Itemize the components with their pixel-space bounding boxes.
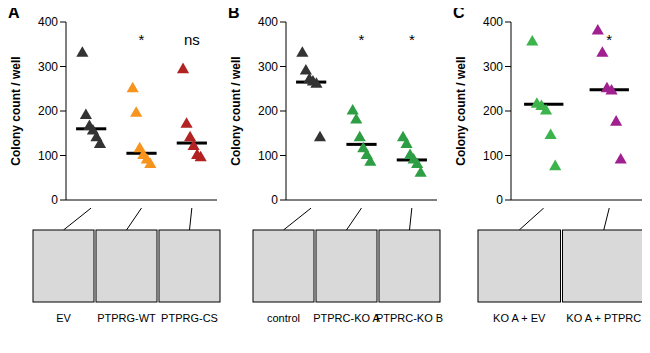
svg-text:300: 300: [258, 60, 278, 74]
svg-text:EV: EV: [56, 312, 71, 324]
svg-text:100: 100: [258, 149, 278, 163]
svg-text:100: 100: [483, 149, 503, 163]
svg-text:KO A + EV: KO A + EV: [493, 312, 546, 324]
svg-text:*: *: [359, 31, 365, 48]
svg-text:KO A + PTPRC: KO A + PTPRC: [566, 312, 641, 324]
html-text:C: C: [453, 4, 465, 21]
svg-text:100: 100: [38, 149, 58, 163]
svg-text:*: *: [606, 31, 612, 48]
html-text:B: B: [228, 4, 240, 21]
svg-text:400: 400: [483, 15, 503, 29]
svg-text:*: *: [409, 31, 415, 48]
svg-text:PTPRC-KO A: PTPRC-KO A: [313, 312, 380, 324]
svg-text:Colony count / well: Colony count / well: [9, 56, 23, 165]
html-text:A: A: [8, 4, 20, 21]
svg-text:200: 200: [38, 104, 58, 118]
svg-text:400: 400: [258, 15, 278, 29]
svg-text:200: 200: [483, 104, 503, 118]
svg-text:control: control: [267, 312, 300, 324]
svg-text:PTPRC-KO B: PTPRC-KO B: [376, 312, 443, 324]
svg-text:Colony count / well: Colony count / well: [229, 56, 243, 165]
svg-text:PTPRG-WT: PTPRG-WT: [97, 312, 156, 324]
svg-text:0: 0: [496, 193, 503, 207]
svg-text:0: 0: [271, 193, 278, 207]
svg-text:400: 400: [38, 15, 58, 29]
svg-text:0: 0: [51, 193, 58, 207]
svg-text:Colony count / well: Colony count / well: [454, 56, 468, 165]
svg-text:PTPRG-CS: PTPRG-CS: [161, 312, 218, 324]
svg-text:ns: ns: [184, 31, 200, 48]
svg-text:200: 200: [258, 104, 278, 118]
svg-text:*: *: [139, 31, 145, 48]
svg-text:300: 300: [483, 60, 503, 74]
svg-text:300: 300: [38, 60, 58, 74]
